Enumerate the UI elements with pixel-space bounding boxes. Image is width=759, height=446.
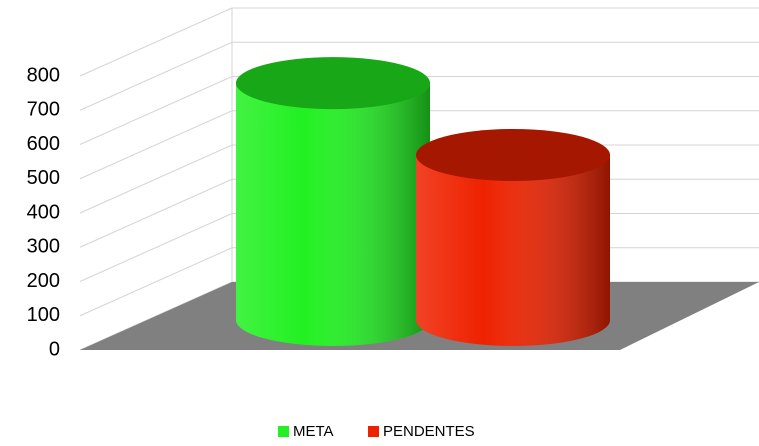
y-tick-label: 200: [27, 270, 60, 292]
cylinder-top-shade: [236, 57, 430, 110]
y-tick-label: 100: [27, 304, 60, 326]
y-tick-label: 0: [49, 338, 60, 360]
cylinder-shade: [236, 83, 430, 346]
legend-label: PENDENTES: [383, 423, 475, 440]
cylinder-shade: [416, 155, 610, 346]
y-tick-label: 300: [27, 236, 60, 258]
legend-label: META: [293, 423, 334, 440]
cylinder-top: [236, 57, 430, 110]
y-tick-label: 500: [27, 167, 60, 189]
y-tick-label: 800: [27, 64, 60, 86]
y-tick-label: 600: [27, 133, 60, 155]
cylinder-top-shade: [416, 129, 610, 182]
y-tick-label: 700: [27, 99, 60, 121]
legend-swatch: [278, 426, 289, 437]
y-tick-label: 400: [27, 201, 60, 223]
cylinder-top: [416, 129, 610, 182]
legend-swatch: [368, 426, 379, 437]
